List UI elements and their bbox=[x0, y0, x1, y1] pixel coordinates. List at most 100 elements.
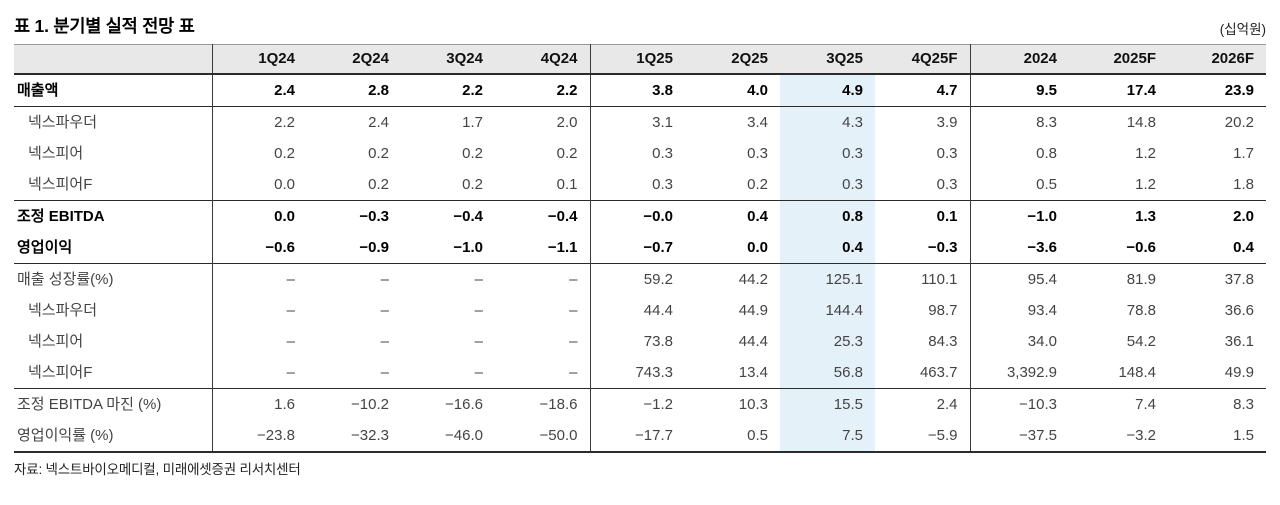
table-cell: 0.1 bbox=[495, 169, 591, 201]
table-cell: 1.2 bbox=[1135, 145, 1156, 162]
column-header: 2024 bbox=[970, 44, 1069, 75]
table-cell: – bbox=[380, 333, 389, 350]
table-cell: 44.4 bbox=[738, 333, 768, 350]
table-cell: 0.2 bbox=[274, 145, 295, 162]
row-label: 매출 성장률(%) bbox=[14, 263, 213, 295]
table-cell: 0.5 bbox=[685, 420, 780, 453]
table-cell: 0.1 bbox=[875, 200, 971, 232]
table-cell: 84.3 bbox=[875, 326, 971, 357]
column-header-row: 1Q24 2Q24 3Q24 4Q24 1Q25 2Q25 3Q25 4Q25F 2024 202… bbox=[14, 44, 1266, 75]
table-cell: −18.6 bbox=[495, 388, 591, 420]
table-cell: −46.0 bbox=[401, 420, 495, 453]
table-cell: 0.4 bbox=[1233, 239, 1254, 256]
row-label: 매출액 bbox=[14, 73, 213, 107]
row-label: 조정 EBITDA bbox=[14, 200, 213, 232]
table-cell: 73.8 bbox=[643, 333, 673, 350]
table-cell: 0.0 bbox=[212, 200, 307, 232]
table-body: 매출액 2.4 2.8 2.2 2.2 3.8 4.0 4.9 4.7 9.5 17.4 23.9 넥스… bbox=[14, 73, 1266, 453]
table-cell: 4.9 bbox=[780, 73, 875, 107]
table-cell: 8.3 bbox=[1168, 388, 1266, 420]
table-cell: – bbox=[286, 302, 295, 319]
table-cell: 14.8 bbox=[1069, 106, 1168, 138]
table-cell: −5.9 bbox=[875, 420, 971, 453]
table-row: 매출액 2.4 2.8 2.2 2.2 3.8 4.0 4.9 4.7 9.5 17.4 23.9 bbox=[14, 73, 1266, 107]
table-cell: 2.4 bbox=[307, 106, 401, 138]
table-cell: −0.0 bbox=[590, 200, 685, 232]
table-cell: −23.8 bbox=[212, 420, 307, 453]
table-cell: 15.5 bbox=[780, 388, 875, 420]
table-cell: 0.2 bbox=[495, 138, 591, 169]
table-row: 영업이익률 (%) −23.8 −32.3 −46.0 −50.0 −17.7 0.5 7.5… bbox=[14, 420, 1266, 453]
table-row: 넥스피어F – – – –743.3 13.4 56.8 463.7 3,392.9 148.4 4… bbox=[14, 357, 1266, 389]
table-cell: 56.8 bbox=[780, 357, 875, 389]
table-cell: −16.6 bbox=[401, 388, 495, 420]
table-cell: 3,392.9 bbox=[1006, 364, 1057, 381]
table-cell: 125.1 bbox=[780, 263, 875, 295]
table-cell: 0.3 bbox=[875, 169, 971, 201]
table-cell: −32.3 bbox=[307, 420, 401, 453]
column-header: 4Q24 bbox=[495, 44, 591, 75]
table-cell: −3.2 bbox=[1069, 420, 1168, 453]
table-cell: 0.8 bbox=[1036, 145, 1057, 162]
table-cell: 78.8 bbox=[1126, 302, 1156, 319]
unit-label: (십억원) bbox=[1219, 22, 1266, 37]
column-header: 2Q24 bbox=[307, 44, 401, 75]
table-cell: 1.2 bbox=[1135, 176, 1156, 193]
table-row: 조정 EBITDA 0.0 −0.3 −0.4 −0.4 −0.0 0.4 0.8 0.1 −1.… bbox=[14, 200, 1266, 232]
source-note: 자료: 넥스트바이오메디컬, 미래에셋증권 리서치센터 bbox=[14, 462, 301, 477]
table-cell: – bbox=[401, 263, 495, 295]
table-row: 넥스피어 0.2 0.2 0.2 0.2 0.3 0.3 0.3 0.3 0.8 1.2 1.7 bbox=[14, 138, 1266, 169]
table-row: 조정 EBITDA 마진 (%) 1.6 −10.2 −16.6 −18.6 −1.2 10… bbox=[14, 388, 1266, 420]
row-label: 넥스파우더 bbox=[14, 295, 213, 326]
table-cell: 9.5 bbox=[970, 73, 1069, 107]
table-cell: 49.9 bbox=[1224, 364, 1254, 381]
table-row: 영업이익 −0.6 −0.9 −1.0 −1.1 −0.7 0.0 0.4 −0.3 −3.6 −0… bbox=[14, 232, 1266, 264]
row-label: 조정 EBITDA 마진 (%) bbox=[14, 388, 213, 420]
table-cell: −0.6 bbox=[1126, 239, 1156, 256]
table-cell: 13.4 bbox=[738, 364, 768, 381]
table-cell: 44.2 bbox=[685, 263, 780, 295]
table-cell: 148.4 bbox=[1118, 364, 1156, 381]
table-cell: – bbox=[495, 357, 591, 389]
table-cell: 4.7 bbox=[875, 73, 971, 107]
table-cell: 2.0 bbox=[495, 106, 591, 138]
table-cell: – bbox=[307, 263, 401, 295]
table-cell: 81.9 bbox=[1069, 263, 1168, 295]
table-cell: 0.3 bbox=[780, 138, 875, 169]
column-header: 3Q25 bbox=[780, 44, 875, 75]
table-cell: 34.0 bbox=[1027, 333, 1057, 350]
table-cell: – bbox=[286, 333, 295, 350]
forecast-table: 1Q24 2Q24 3Q24 4Q24 1Q25 2Q25 3Q25 4Q25F 2024 202… bbox=[14, 44, 1266, 453]
table-row: 넥스피어F 0.0 0.2 0.2 0.1 0.3 0.2 0.3 0.3 0.5 1.2 1.8 bbox=[14, 169, 1266, 201]
table-cell: −50.0 bbox=[495, 420, 591, 453]
table-cell: 0.3 bbox=[875, 138, 971, 169]
table-cell: – bbox=[286, 364, 295, 381]
table-cell: 1.3 bbox=[1069, 200, 1168, 232]
table-cell: −1.2 bbox=[590, 388, 685, 420]
table-cell: 0.0 bbox=[747, 239, 768, 256]
table-cell: 44.9 bbox=[738, 302, 768, 319]
row-label: 넥스피어 bbox=[14, 138, 213, 169]
table-cell: −0.7 bbox=[643, 239, 673, 256]
report-page: 표 1. 분기별 실적 전망 표 (십억원) 1Q24 2Q24 3Q24 4Q24 1… bbox=[0, 8, 1280, 505]
table-cell: 3.1 bbox=[590, 106, 685, 138]
table-cell: 98.7 bbox=[875, 295, 971, 326]
table-cell: 2.2 bbox=[495, 73, 591, 107]
table-cell: 36.1 bbox=[1224, 333, 1254, 350]
table-cell: 0.8 bbox=[780, 200, 875, 232]
table-header-bar: 표 1. 분기별 실적 전망 표 (십억원) bbox=[14, 8, 1266, 38]
table-cell: – bbox=[495, 295, 591, 326]
table-row: 넥스파우더 2.2 2.4 1.7 2.0 3.1 3.4 4.3 3.9 8.3 14.8 20.2 bbox=[14, 106, 1266, 138]
table-cell: – bbox=[212, 263, 307, 295]
row-label-header bbox=[14, 44, 213, 75]
table-cell: −1.1 bbox=[495, 232, 591, 264]
table-cell: −0.9 bbox=[359, 239, 389, 256]
table-cell: – bbox=[495, 326, 591, 357]
table-cell: 0.3 bbox=[780, 169, 875, 201]
table-cell: – bbox=[380, 302, 389, 319]
table-cell: 20.2 bbox=[1168, 106, 1266, 138]
table-cell: 7.5 bbox=[780, 420, 875, 453]
table-cell: 0.2 bbox=[747, 176, 768, 193]
table-cell: – bbox=[495, 263, 591, 295]
table-cell: 23.9 bbox=[1168, 73, 1266, 107]
